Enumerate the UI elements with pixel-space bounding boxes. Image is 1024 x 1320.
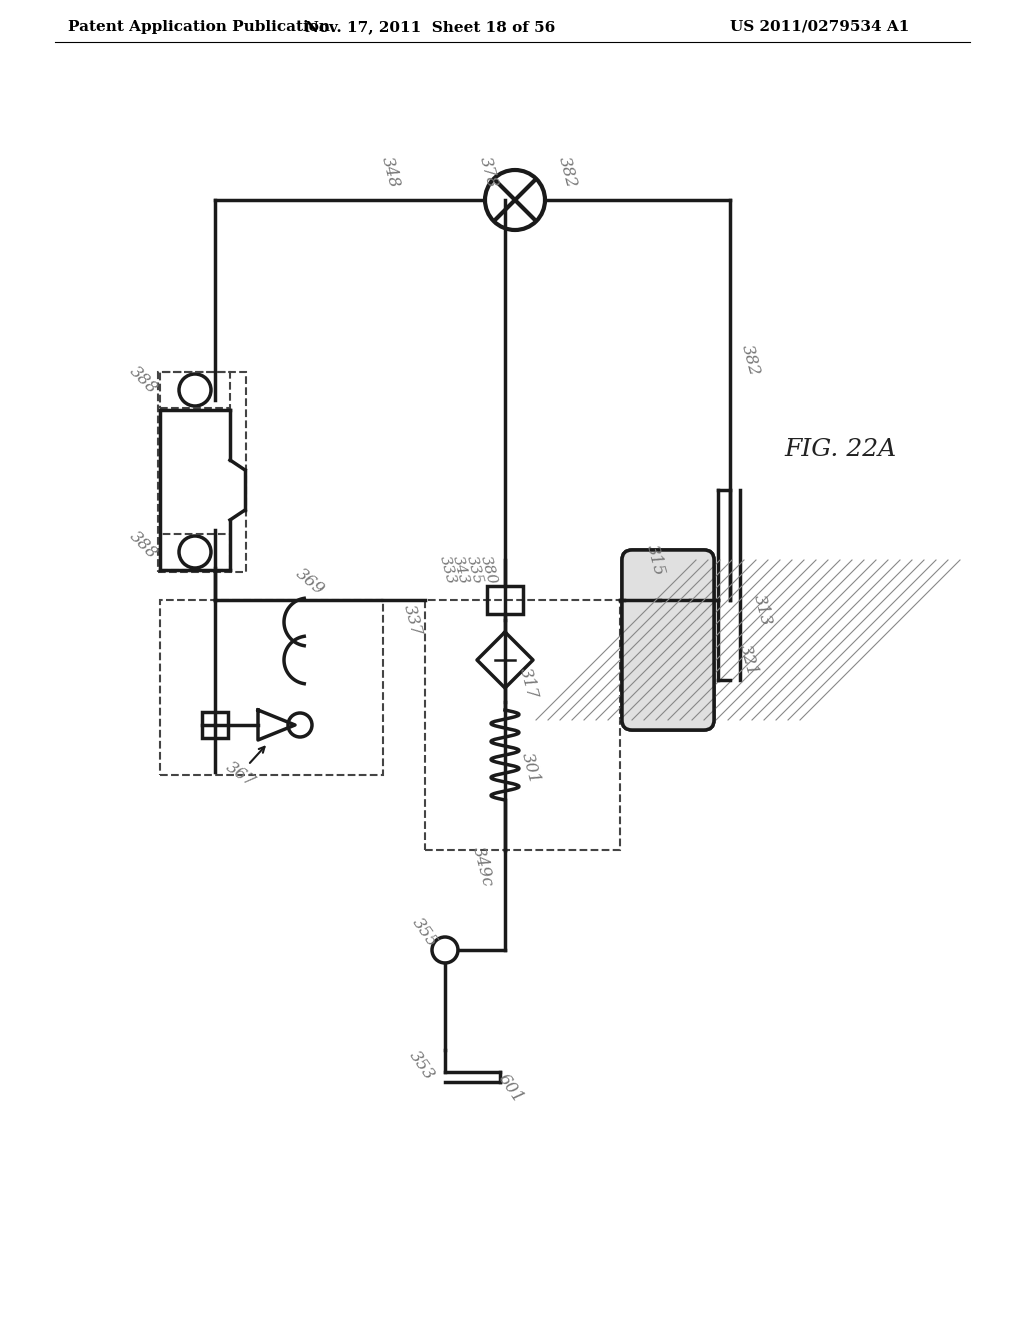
Bar	[688, 612, 705, 628]
Text: Nov. 17, 2011  Sheet 18 of 56: Nov. 17, 2011 Sheet 18 of 56	[305, 20, 555, 34]
Text: Patent Application Publication: Patent Application Publication	[68, 20, 330, 34]
Text: 333: 333	[436, 554, 458, 586]
Text: 315: 315	[643, 543, 668, 578]
Text: 378: 378	[476, 154, 501, 190]
Text: 382: 382	[555, 154, 580, 190]
Text: 388: 388	[126, 363, 161, 397]
Bar	[202, 711, 228, 738]
Bar	[688, 572, 705, 587]
Bar	[487, 586, 523, 614]
Text: FIG. 22A: FIG. 22A	[784, 438, 896, 462]
Text: 349c: 349c	[468, 845, 496, 890]
Text: 301: 301	[518, 750, 543, 785]
Text: 601: 601	[494, 1071, 526, 1106]
Text: 367: 367	[222, 758, 258, 791]
Text: 388: 388	[126, 528, 161, 562]
Text: 313: 313	[750, 593, 774, 627]
Bar	[624, 587, 656, 612]
Text: 348: 348	[378, 154, 402, 190]
Text: 355: 355	[409, 913, 441, 950]
Text: 382: 382	[737, 342, 762, 378]
FancyBboxPatch shape	[622, 550, 714, 730]
Text: US 2011/0279534 A1: US 2011/0279534 A1	[730, 20, 909, 34]
Text: 321: 321	[735, 643, 761, 677]
Text: 317: 317	[516, 665, 541, 701]
Text: 335: 335	[464, 554, 484, 586]
Text: 343: 343	[450, 554, 471, 586]
Text: 380: 380	[477, 554, 499, 586]
Text: 337: 337	[399, 602, 424, 638]
Text: 353: 353	[406, 1047, 438, 1082]
Text: 369: 369	[292, 565, 328, 599]
